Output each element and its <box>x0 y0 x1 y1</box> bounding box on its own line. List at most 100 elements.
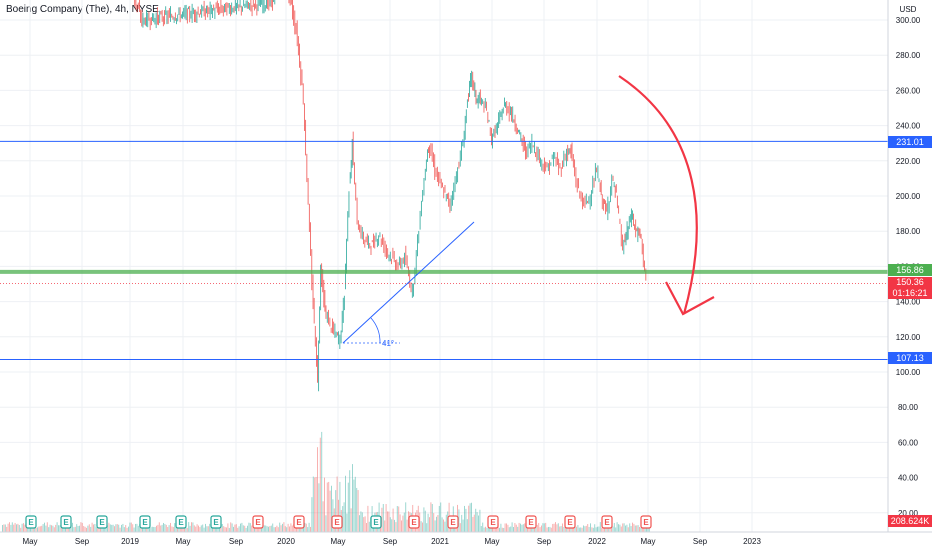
x-tick-label: 2019 <box>121 537 139 546</box>
volume-bar <box>543 523 545 532</box>
volume-bar <box>436 516 437 532</box>
volume-bar <box>121 524 122 532</box>
earnings-marker-label: E <box>28 518 34 527</box>
price-label-156: 156.86 <box>888 264 932 276</box>
volume-bar <box>511 522 513 532</box>
volume-bar <box>522 524 524 532</box>
volume-bar <box>303 526 304 532</box>
volume-bar <box>563 526 565 532</box>
volume-bar <box>444 521 446 532</box>
volume-bar <box>472 516 474 532</box>
earnings-marker-label: E <box>296 518 302 527</box>
earnings-marker <box>331 515 343 529</box>
volume-bar <box>41 525 43 532</box>
volume-bar <box>360 511 362 532</box>
price-label-231: 231.01 <box>888 136 932 148</box>
volume-bar <box>427 513 429 532</box>
volume-bar <box>118 524 120 532</box>
volume-bar <box>114 526 115 532</box>
volume-bar <box>458 509 460 532</box>
volume-bar <box>196 524 198 532</box>
angle-arc <box>370 317 381 344</box>
volume-bar <box>539 527 541 532</box>
trend-line <box>342 221 475 344</box>
x-tick-label: Sep <box>383 537 398 546</box>
volume-bar <box>35 527 37 532</box>
volume-bar <box>381 507 383 532</box>
y-tick-label: 120.00 <box>896 333 921 342</box>
volume-bar <box>77 525 79 532</box>
volume-bar <box>391 519 393 532</box>
volume-bar <box>65 525 66 532</box>
volume-bar <box>247 525 248 532</box>
volume-bar <box>556 524 558 532</box>
volume-bar <box>443 519 444 532</box>
volume-bar <box>528 527 530 532</box>
volume-bar <box>429 517 430 532</box>
volume-bar <box>93 524 94 532</box>
x-tick-label: Sep <box>75 537 90 546</box>
volume-bar <box>216 527 218 532</box>
volume-bar <box>357 490 359 532</box>
earnings-marker <box>564 515 576 529</box>
volume-bar <box>576 526 577 532</box>
forecast-arrowhead <box>665 281 715 316</box>
y-tick-label: 280.00 <box>896 51 921 60</box>
volume-bar <box>550 527 552 532</box>
volume-bar <box>499 527 500 532</box>
volume-bar <box>437 515 439 532</box>
volume-bar <box>126 527 128 532</box>
volume-bar <box>514 523 516 532</box>
volume-bar <box>223 526 225 532</box>
volume-bar <box>167 527 169 532</box>
volume-bar <box>230 522 232 532</box>
earnings-marker <box>96 515 108 529</box>
volume-bar <box>49 524 51 532</box>
volume-bar <box>615 527 617 532</box>
volume-bar <box>150 527 152 532</box>
volume-bar <box>168 525 170 532</box>
volume-bar <box>476 512 478 532</box>
volume-bar <box>265 525 267 532</box>
earnings-marker-label: E <box>373 518 379 527</box>
earnings-marker <box>370 515 382 529</box>
volume-bar <box>129 522 131 532</box>
volume-bar <box>319 437 321 532</box>
earnings-marker-label: E <box>567 518 573 527</box>
volume-bar <box>142 527 143 532</box>
volume-bar <box>212 526 213 532</box>
volume-bar <box>105 527 107 532</box>
volume-bar <box>203 527 205 532</box>
volume-bar <box>465 508 467 532</box>
volume-bar <box>245 527 247 532</box>
volume-bar <box>174 523 176 532</box>
volume-bar <box>179 527 181 532</box>
volume-bar <box>301 527 303 532</box>
volume-bar <box>107 525 108 532</box>
volume-bar <box>459 523 461 532</box>
volume-bar <box>275 527 276 532</box>
volume-bar <box>549 526 551 532</box>
volume-bar <box>259 527 261 532</box>
y-tick-label: 20.00 <box>898 509 919 518</box>
volume-bar <box>611 527 612 532</box>
volume-bar <box>364 516 366 532</box>
volume-bar <box>108 522 110 532</box>
volume-bar <box>329 490 331 532</box>
volume-bar <box>462 519 464 532</box>
volume-bar <box>20 527 22 532</box>
volume-bar <box>555 522 556 532</box>
volume-bar <box>226 527 227 532</box>
volume-bar <box>163 522 164 532</box>
volume-bar <box>219 527 220 532</box>
volume-bar <box>165 524 167 532</box>
earnings-marker <box>447 515 459 529</box>
volume-bar <box>399 514 401 532</box>
volume-bar <box>286 527 288 532</box>
volume-bar <box>234 524 236 532</box>
volume-bar <box>545 522 547 532</box>
volume-bar <box>273 527 275 532</box>
volume-bar <box>637 525 639 532</box>
